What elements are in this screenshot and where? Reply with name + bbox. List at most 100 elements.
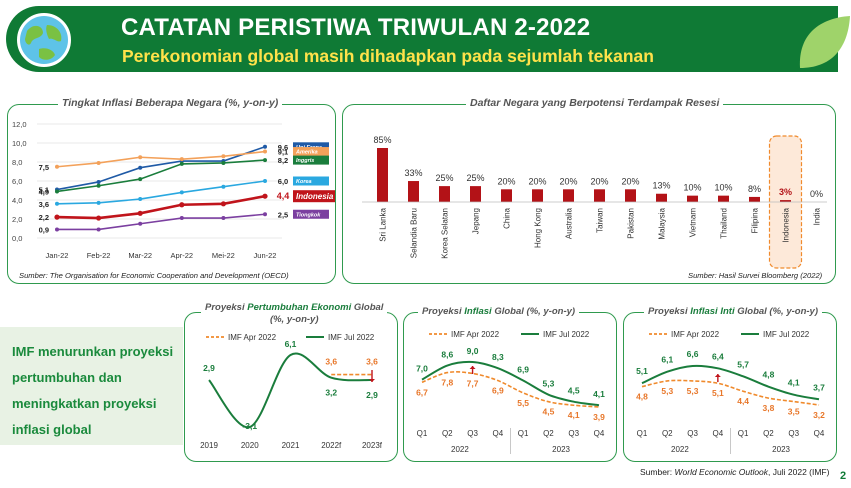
x-group-label: 2023 <box>772 445 790 454</box>
category-label: Malaysia <box>658 207 667 239</box>
legend-tag-label: Inggris <box>296 158 314 164</box>
x-tick-label: Q2 <box>442 429 453 438</box>
growth-title-c: Global <box>351 302 384 313</box>
x-group-label: 2022 <box>671 445 689 454</box>
value-label-apr: 5,3 <box>687 386 699 396</box>
data-point <box>96 179 101 184</box>
end-value-label: 9,6 <box>278 143 288 152</box>
bar-value-label: 20% <box>497 176 515 186</box>
y-tick-label: 10,0 <box>12 139 27 148</box>
series-line-apr <box>421 371 600 408</box>
inflation-projection-chart: IMF Apr 2022 IMF Jul 2022 6,7 7,8 7,7 6,9 5,5 4… <box>416 330 605 454</box>
data-point <box>179 161 184 166</box>
legend-tag <box>293 190 335 203</box>
legend-tag-label: Amerika <box>295 150 318 156</box>
bar-value-label: 0% <box>810 189 823 199</box>
x-tick-label: Q1 <box>417 429 428 438</box>
bar <box>625 189 636 202</box>
bar <box>377 148 388 202</box>
category-label: Pakistan <box>627 208 636 239</box>
bar <box>749 196 760 202</box>
series-line-indonesia <box>56 194 266 220</box>
x-tick-label: Q1 <box>738 429 749 438</box>
bar-value-label: 20% <box>621 176 639 186</box>
category-label: China <box>503 207 512 228</box>
data-point <box>96 227 101 232</box>
x-tick-label: Q4 <box>713 429 724 438</box>
start-value-label: 7,5 <box>39 163 49 172</box>
value-label-jul: 6,6 <box>687 349 699 359</box>
value-label-jul: 9,0 <box>467 346 479 356</box>
value-label-apr: 5,5 <box>517 398 529 408</box>
value-label-jul: 6,4 <box>712 351 724 361</box>
value-label-jul: 4,1 <box>593 389 605 399</box>
core-proj-title-b: Inflasi Inti <box>690 306 735 317</box>
bar-value-label: 85% <box>373 135 391 145</box>
value-label-jul: 4,5 <box>568 386 580 396</box>
x-tick-label: 2019 <box>200 441 218 450</box>
inflation-panel-title: Tingkat Inflasi Beberapa Negara (%, y-on… <box>58 97 283 109</box>
value-label-apr: 3,5 <box>788 407 800 417</box>
x-tick-label: Q3 <box>788 429 799 438</box>
side-text: IMF menurunkan proyeksi pertumbuhan dan … <box>12 344 174 437</box>
value-label-apr: 3,9 <box>593 412 605 422</box>
start-value-label: 4,9 <box>39 187 49 196</box>
x-tick-label: Jun-22 <box>254 251 277 260</box>
value-label-apr: 3,6 <box>325 357 337 367</box>
growth-title-b: Pertumbuhan Ekonomi <box>247 302 352 313</box>
value-label-apr: 3,8 <box>763 403 775 413</box>
x-tick-label: Q1 <box>637 429 648 438</box>
value-label-jul: 5,7 <box>737 359 749 369</box>
category-label: Thailand <box>720 208 729 239</box>
value-label-jul: 3,2 <box>325 388 337 398</box>
change-arrow-head <box>469 366 476 369</box>
recession-panel-title: Daftar Negara yang Berpotensi Terdampak … <box>466 97 724 109</box>
core-proj-title: Proyeksi Inflasi Inti Global (%, y-on-y) <box>644 306 822 317</box>
value-label-apr: 6,9 <box>492 386 504 396</box>
category-label: Hong Kong <box>534 208 543 248</box>
recession-panel <box>342 104 836 284</box>
y-tick-label: 2,0 <box>12 215 22 224</box>
bar <box>718 195 729 202</box>
globe-icon <box>14 10 74 70</box>
legend-tag <box>293 155 329 165</box>
value-label-jul: 6,9 <box>517 365 529 375</box>
data-point <box>138 197 143 202</box>
category-label: India <box>813 207 822 225</box>
value-label-apr: 3,2 <box>813 410 825 420</box>
value-label-apr: 6,7 <box>416 387 428 397</box>
x-tick-label: Q4 <box>594 429 605 438</box>
data-point <box>55 227 59 232</box>
data-point <box>221 216 226 221</box>
inflation-line-chart: 0,0 2,0 4,0 6,0 8,0 10,0 12,0 Jan-22 Feb-22 Mar-2… <box>12 120 335 260</box>
value-label-jul: 6,1 <box>285 339 297 349</box>
series-line-amerika <box>56 150 266 168</box>
x-tick-label: 2021 <box>282 441 300 450</box>
bar-value-label: 25% <box>435 173 453 183</box>
header-banner <box>6 6 838 72</box>
start-value-label: 3,6 <box>39 200 49 209</box>
x-tick-label: 2023f <box>362 441 383 450</box>
legend-tag <box>293 176 329 186</box>
value-label-jul: 5,3 <box>543 379 555 389</box>
category-label: Sri Lanka <box>379 207 388 241</box>
x-tick-label: Q4 <box>814 429 825 438</box>
legend-tag-label: Indonesia <box>296 192 334 201</box>
category-label: Filipina <box>751 207 760 233</box>
bar-value-label: 20% <box>590 176 608 186</box>
series-line-tiongkok <box>57 213 266 231</box>
end-value-label: 4,4 <box>277 191 290 201</box>
data-point <box>138 155 143 160</box>
bar <box>656 193 667 202</box>
start-value-label: 0,9 <box>39 225 49 234</box>
bar <box>439 186 450 202</box>
inflation-source: Sumber: The Organisation for Economic Co… <box>19 271 289 280</box>
data-point <box>220 201 226 207</box>
start-value-label: 2,2 <box>39 213 49 222</box>
x-tick-label: Q1 <box>518 429 529 438</box>
x-tick-label: Q2 <box>662 429 673 438</box>
growth-title-a: Proyeksi <box>205 302 248 313</box>
bar-value-label: 10% <box>683 183 701 193</box>
x-group-label: 2023 <box>552 445 570 454</box>
x-tick-label: Mar-22 <box>128 251 152 260</box>
